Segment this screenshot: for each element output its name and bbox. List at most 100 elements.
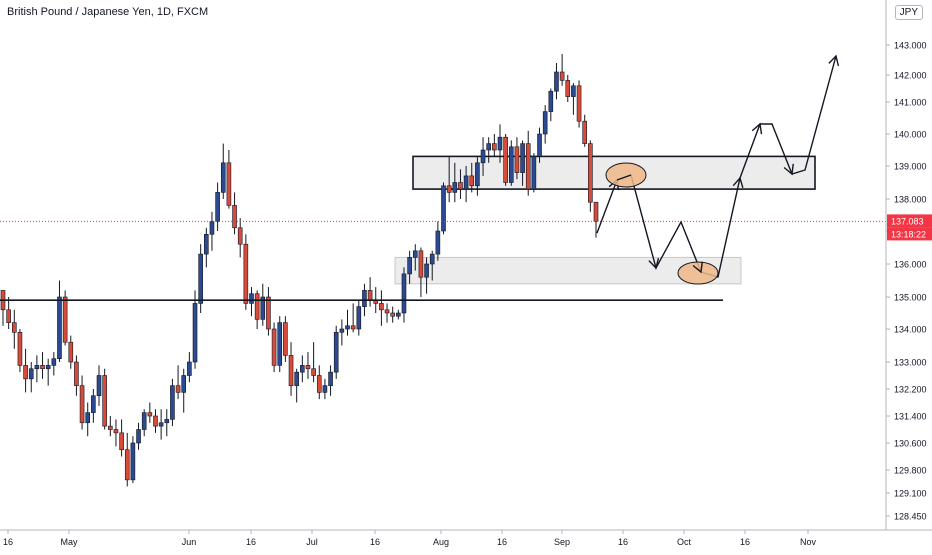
candle-body bbox=[23, 365, 28, 380]
candle-body bbox=[215, 192, 220, 222]
x-tick-label: Sep bbox=[554, 537, 570, 547]
candle-body bbox=[412, 250, 418, 258]
candle-body bbox=[181, 375, 187, 393]
candle-body bbox=[34, 365, 40, 370]
current-price-badge bbox=[887, 214, 932, 228]
countdown-label: 13:18:22 bbox=[891, 229, 926, 239]
candle-body bbox=[542, 111, 548, 135]
candle-body bbox=[57, 296, 62, 360]
candle-body bbox=[108, 425, 113, 430]
candle-body bbox=[384, 309, 390, 314]
y-tick-label: 143.000 bbox=[894, 41, 927, 51]
candle-body bbox=[288, 355, 294, 386]
arrowhead-icon bbox=[751, 122, 763, 135]
candle-body bbox=[565, 80, 571, 97]
candle-body bbox=[45, 365, 51, 370]
arrowhead-icon bbox=[648, 257, 660, 270]
candle-body bbox=[232, 205, 237, 229]
candle-body bbox=[582, 120, 588, 144]
candle-body bbox=[158, 422, 164, 427]
candle-body bbox=[503, 136, 508, 183]
candle-body bbox=[588, 143, 593, 203]
candle-body bbox=[85, 412, 91, 424]
y-tick-label: 136.000 bbox=[894, 260, 927, 270]
candle-body bbox=[508, 146, 514, 183]
candle-body bbox=[559, 71, 565, 81]
candle-body bbox=[429, 253, 435, 265]
candle-body bbox=[119, 432, 124, 451]
candle-body bbox=[520, 143, 525, 173]
candle-body bbox=[40, 365, 45, 370]
y-tick-label: 130.600 bbox=[894, 439, 927, 449]
candle-body bbox=[28, 368, 34, 380]
candle-body bbox=[266, 296, 271, 330]
candle-body bbox=[311, 368, 316, 376]
candle-body bbox=[305, 365, 311, 370]
candle-body bbox=[328, 371, 333, 386]
y-tick-label: 134.000 bbox=[894, 325, 927, 335]
y-tick-label: 128.450 bbox=[894, 512, 927, 522]
y-tick-label: 129.800 bbox=[894, 466, 927, 476]
arrowhead-icon bbox=[692, 261, 703, 274]
arrowhead-icon bbox=[828, 54, 840, 67]
candle-body bbox=[576, 85, 582, 122]
y-tick-label: 132.200 bbox=[894, 385, 927, 395]
candle-body bbox=[271, 328, 277, 366]
arrowhead-icon bbox=[732, 176, 744, 189]
candle-body bbox=[164, 419, 170, 424]
y-tick-label: 142.000 bbox=[894, 71, 927, 81]
candle-body bbox=[441, 185, 446, 232]
candle-body bbox=[339, 328, 345, 333]
candle-body bbox=[492, 143, 497, 151]
candle-body bbox=[187, 361, 192, 376]
candle-body bbox=[407, 257, 412, 275]
candle-body bbox=[514, 146, 520, 173]
candle-body bbox=[480, 149, 486, 164]
candle-body bbox=[113, 429, 119, 434]
candle-body bbox=[91, 395, 96, 413]
candle-body bbox=[260, 296, 266, 320]
candle-body bbox=[130, 442, 136, 481]
candle-body bbox=[424, 263, 429, 278]
candle-body bbox=[294, 371, 299, 386]
candle-body bbox=[446, 185, 452, 193]
x-tick-label: Jul bbox=[306, 537, 318, 547]
candle-body bbox=[74, 361, 79, 386]
candle-body bbox=[175, 385, 181, 393]
candle-body bbox=[102, 375, 107, 427]
candle-body bbox=[198, 253, 203, 304]
candle-body bbox=[249, 293, 254, 304]
candle-body bbox=[537, 133, 542, 157]
candle-body bbox=[141, 412, 147, 430]
x-tick-label: Oct bbox=[677, 537, 692, 547]
y-tick-label: 129.100 bbox=[894, 489, 927, 499]
candle-body bbox=[463, 175, 469, 190]
candle-body bbox=[390, 312, 395, 317]
candle-body bbox=[401, 273, 407, 314]
candle-body bbox=[11, 322, 17, 333]
candle-body bbox=[486, 143, 491, 151]
highlight-ellipse-demand bbox=[677, 261, 719, 285]
candle-body bbox=[62, 296, 68, 343]
x-tick-label: 16 bbox=[370, 537, 380, 547]
candle-body bbox=[475, 162, 480, 187]
candle-body bbox=[153, 415, 158, 427]
candle-body bbox=[192, 303, 198, 363]
x-tick-label: May bbox=[60, 537, 78, 547]
x-tick-label: Jun bbox=[182, 537, 197, 547]
candle-body bbox=[469, 175, 475, 187]
candle-body bbox=[254, 293, 260, 320]
candle-body bbox=[396, 312, 401, 317]
candle-body bbox=[571, 85, 576, 97]
candle-body bbox=[237, 227, 243, 245]
candle-body bbox=[367, 290, 373, 301]
currency-button[interactable]: JPY bbox=[894, 5, 923, 20]
candle-body bbox=[226, 162, 232, 206]
candle-body bbox=[96, 375, 102, 397]
y-tick-label: 138.000 bbox=[894, 195, 927, 205]
candle-body bbox=[458, 182, 463, 190]
candle-body bbox=[283, 322, 288, 356]
candle-body bbox=[418, 250, 424, 278]
